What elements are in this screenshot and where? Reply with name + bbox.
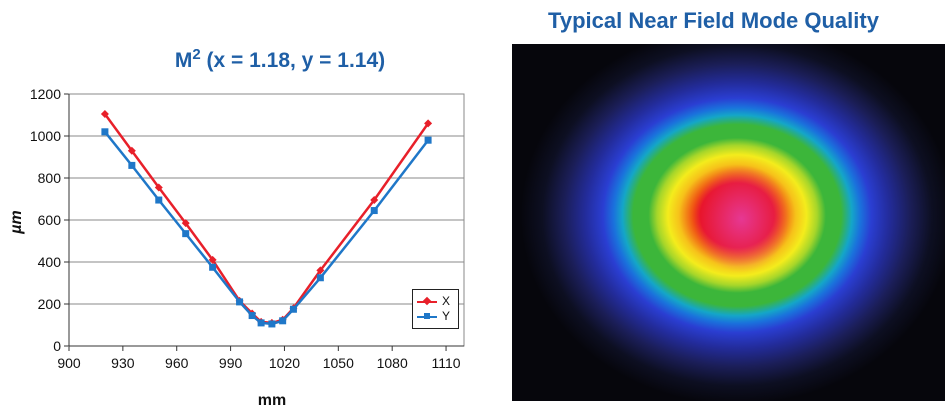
data-point-x-2 [154,183,163,192]
legend-label-y: Y [442,309,451,323]
y-tick-label-1000: 1000 [30,128,61,144]
x-tick-label-1020: 1020 [269,355,300,371]
y-tick-label-0: 0 [53,338,61,354]
y-tick-label-200: 200 [38,296,62,312]
data-point-x-11 [316,266,325,275]
near-field-beam-image [512,44,945,401]
data-point-y-10 [289,305,297,313]
data-point-y-11 [316,274,324,282]
y-axis-label: µm [8,210,25,234]
data-point-y-0 [101,128,109,136]
x-tick-label-900: 900 [57,355,81,371]
data-point-x-12 [370,196,379,205]
data-point-y-6 [248,312,256,320]
data-point-x-1 [127,146,136,155]
data-point-y-5 [236,298,244,306]
x-tick-label-1110: 1110 [432,355,461,371]
axes [64,93,465,351]
x-tick-label-960: 960 [165,355,189,371]
data-point-y-3 [182,230,190,238]
y-tick-label-600: 600 [38,212,62,228]
chart-legend: X Y [412,289,459,329]
chart-title: M2 (x = 1.18, y = 1.14) [100,46,460,73]
data-point-y-4 [209,263,217,271]
data-point-y-7 [257,319,265,327]
series-line-x [103,113,430,325]
data-point-x-13 [424,119,433,128]
chart-title-superscript: 2 [192,46,201,63]
y-tick-label-400: 400 [38,254,62,270]
data-point-x-0 [100,109,109,118]
y-tick-label-1200: 1200 [30,86,61,102]
legend-label-x: X [442,294,451,308]
x-tick-label-1080: 1080 [377,355,408,371]
chart-title-main: M [174,49,193,72]
x-tick-label-1050: 1050 [323,355,354,371]
data-point-y-12 [370,207,378,215]
data-point-y-2 [155,196,163,204]
data-point-x-3 [181,219,190,228]
series-lines [100,109,433,328]
m2-chart: 0 200 400 600 800 1000 1200 900 930 960 990 1020 105… [8,86,465,408]
beam-image-title: Typical Near Field Mode Quality [548,8,879,33]
data-point-y-8 [268,320,276,328]
x-tick-label-930: 930 [111,355,135,371]
x-axis-label: mm [258,392,286,408]
grid-lines [69,93,464,305]
data-point-x-4 [208,255,217,264]
legend-marker-x [422,296,432,306]
series-line-y [103,131,430,326]
data-point-y-13 [424,136,432,144]
data-point-y-9 [279,317,287,325]
tick-labels: 0 200 400 600 800 1000 1200 900 930 960 990 1020 105… [30,86,461,371]
legend-marker-y [424,313,430,319]
data-point-y-1 [128,161,136,169]
chart-title-rest: (x = 1.18, y = 1.14) [200,49,386,72]
y-tick-label-800: 800 [38,170,62,186]
x-tick-label-990: 990 [219,355,243,371]
